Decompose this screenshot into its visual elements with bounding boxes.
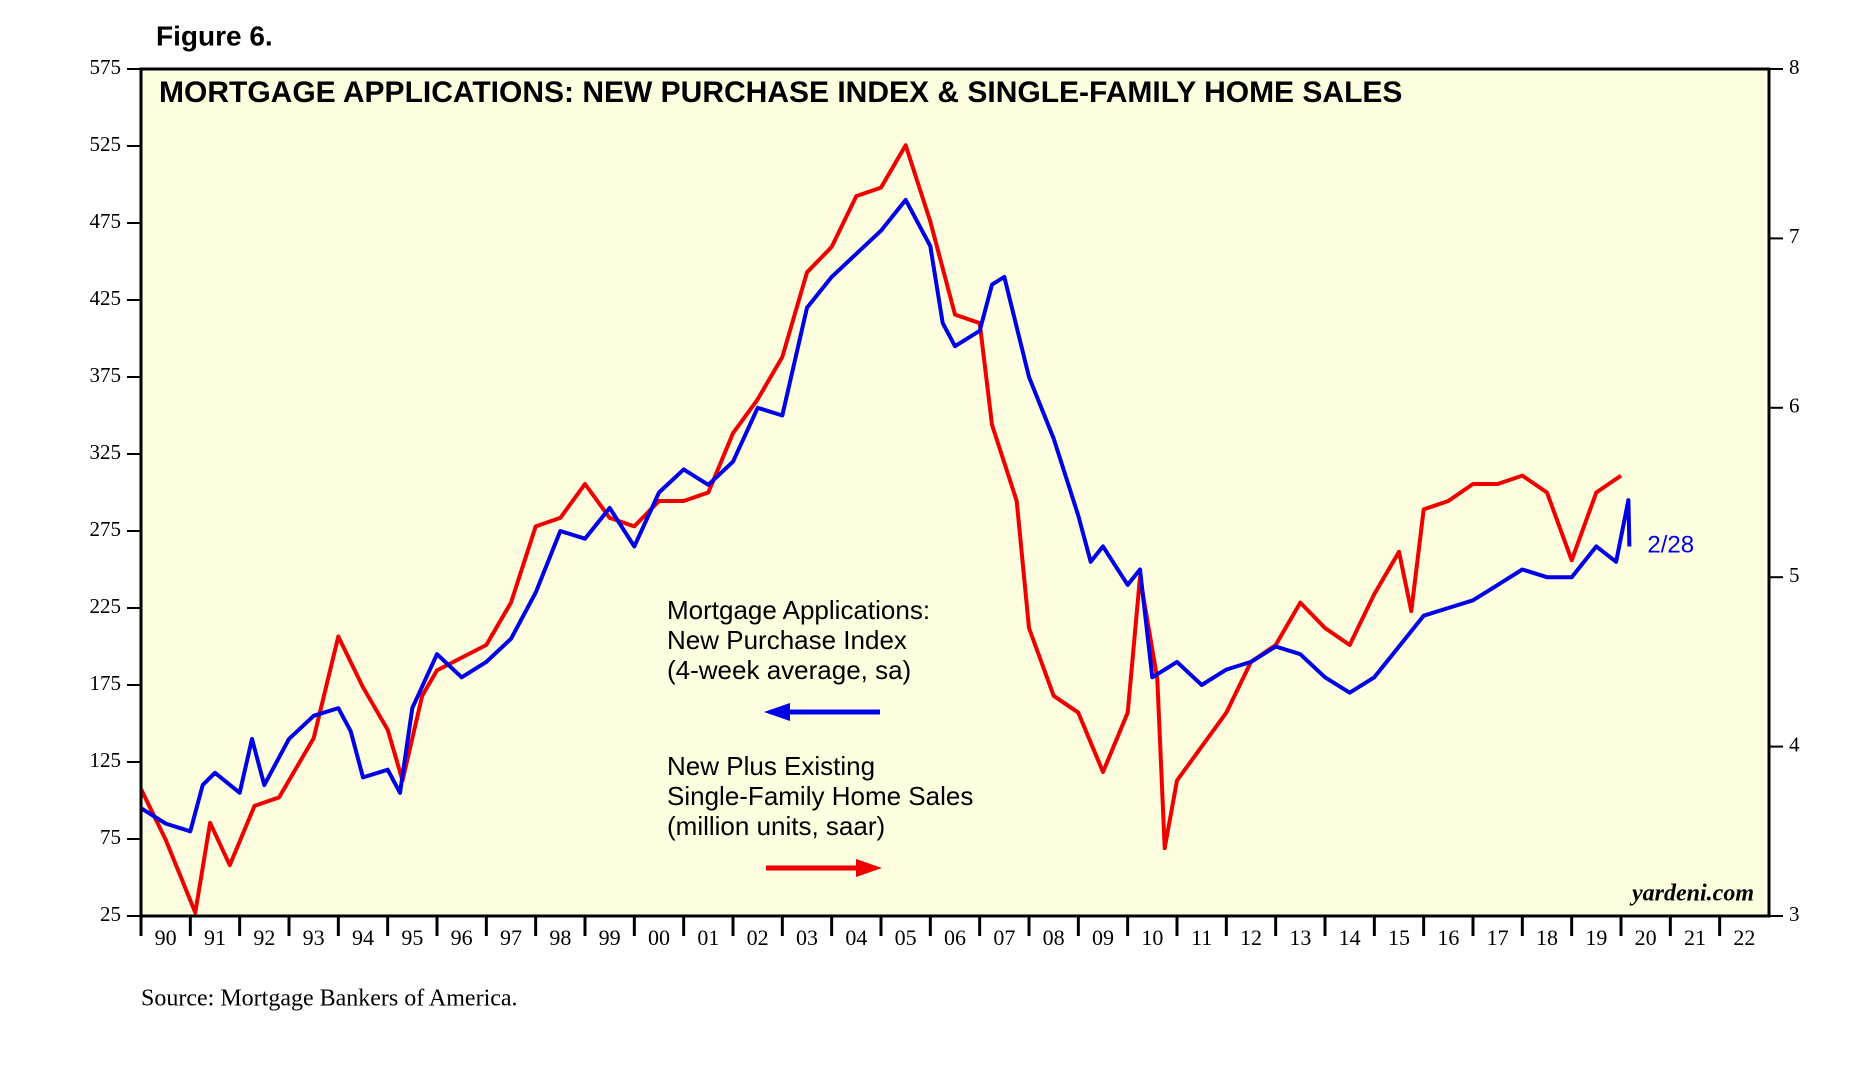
y-tick-label: 375 — [90, 363, 122, 387]
x-tick-label: 09 — [1092, 925, 1114, 950]
x-tick-label: 10 — [1141, 925, 1163, 950]
x-tick-label: 05 — [895, 925, 917, 950]
x-tick-label: 12 — [1240, 925, 1262, 950]
x-tick-label: 94 — [352, 925, 374, 950]
x-tick-label: 95 — [401, 925, 423, 950]
y2-tick-label: 4 — [1789, 732, 1800, 756]
series-line — [139, 197, 1632, 834]
x-tick-label: 22 — [1733, 925, 1755, 950]
x-tick-label: 02 — [747, 925, 769, 950]
x-tick-label: 92 — [253, 925, 275, 950]
source: Source: Mortgage Bankers of America. — [141, 986, 518, 1012]
y-tick-label: 225 — [90, 594, 122, 618]
x-tick-label: 93 — [303, 925, 325, 950]
y-tick-label: 475 — [90, 209, 122, 233]
x-tick-label: 21 — [1684, 925, 1706, 950]
legend-label: Single-Family Home Sales — [667, 781, 973, 811]
y-tick-label: 125 — [90, 748, 122, 772]
x-tick-label: 96 — [451, 925, 473, 950]
x-tick-label: 19 — [1585, 925, 1607, 950]
y-tick-label: 325 — [90, 440, 122, 464]
x-tick-label: 01 — [697, 925, 719, 950]
legend-arrowhead — [856, 859, 882, 877]
x-tick-label: 16 — [1437, 925, 1459, 950]
y-tick-label: 275 — [90, 517, 122, 541]
x-tick-label: 14 — [1339, 925, 1361, 950]
y-tick-label: 425 — [90, 286, 122, 310]
y-tick-label: 75 — [100, 825, 121, 849]
series-line — [139, 143, 1623, 915]
y2-tick-label: 6 — [1789, 394, 1800, 418]
x-tick-label: 13 — [1289, 925, 1311, 950]
x-tick-label: 90 — [155, 925, 177, 950]
legend-arrowhead — [764, 703, 790, 721]
y2-tick-label: 5 — [1789, 563, 1800, 587]
y2-tick-label: 3 — [1789, 902, 1800, 926]
x-tick-label: 00 — [648, 925, 670, 950]
x-tick-label: 04 — [845, 925, 867, 950]
y2-tick-label: 8 — [1789, 55, 1800, 79]
x-tick-label: 18 — [1536, 925, 1558, 950]
x-tick-label: 08 — [1043, 925, 1065, 950]
legend-label: Mortgage Applications: — [667, 595, 930, 625]
x-tick-label: 07 — [993, 925, 1015, 950]
x-tick-label: 20 — [1635, 925, 1657, 950]
x-tick-label: 99 — [599, 925, 621, 950]
x-tick-label: 17 — [1487, 925, 1509, 950]
x-tick-label: 91 — [204, 925, 226, 950]
figure-label: Figure 6. — [156, 20, 273, 51]
x-tick-label: 11 — [1191, 925, 1212, 950]
plot-frame — [139, 67, 1771, 918]
plot-background — [141, 69, 1769, 916]
y-tick-label: 25 — [100, 902, 121, 926]
x-tick-label: 15 — [1388, 925, 1410, 950]
chart-title: MORTGAGE APPLICATIONS: NEW PURCHASE INDE… — [159, 76, 1402, 109]
watermark: yardeni.com — [1629, 881, 1754, 907]
end-label: 2/28 — [1647, 532, 1694, 559]
x-tick-label: 03 — [796, 925, 818, 950]
x-tick-label: 97 — [500, 925, 522, 950]
legend-label: New Plus Existing — [667, 751, 875, 781]
x-tick-label: 06 — [944, 925, 966, 950]
legend-label: (million units, saar) — [667, 811, 885, 841]
legend-label: (4-week average, sa) — [667, 655, 911, 685]
y-tick-label: 175 — [90, 671, 122, 695]
x-tick-label: 98 — [549, 925, 571, 950]
legend: Mortgage Applications:New Purchase Index… — [667, 595, 973, 877]
y-tick-label: 575 — [90, 55, 122, 79]
y2-tick-label: 7 — [1789, 224, 1800, 248]
y-tick-label: 525 — [90, 132, 122, 156]
legend-label: New Purchase Index — [667, 625, 907, 655]
